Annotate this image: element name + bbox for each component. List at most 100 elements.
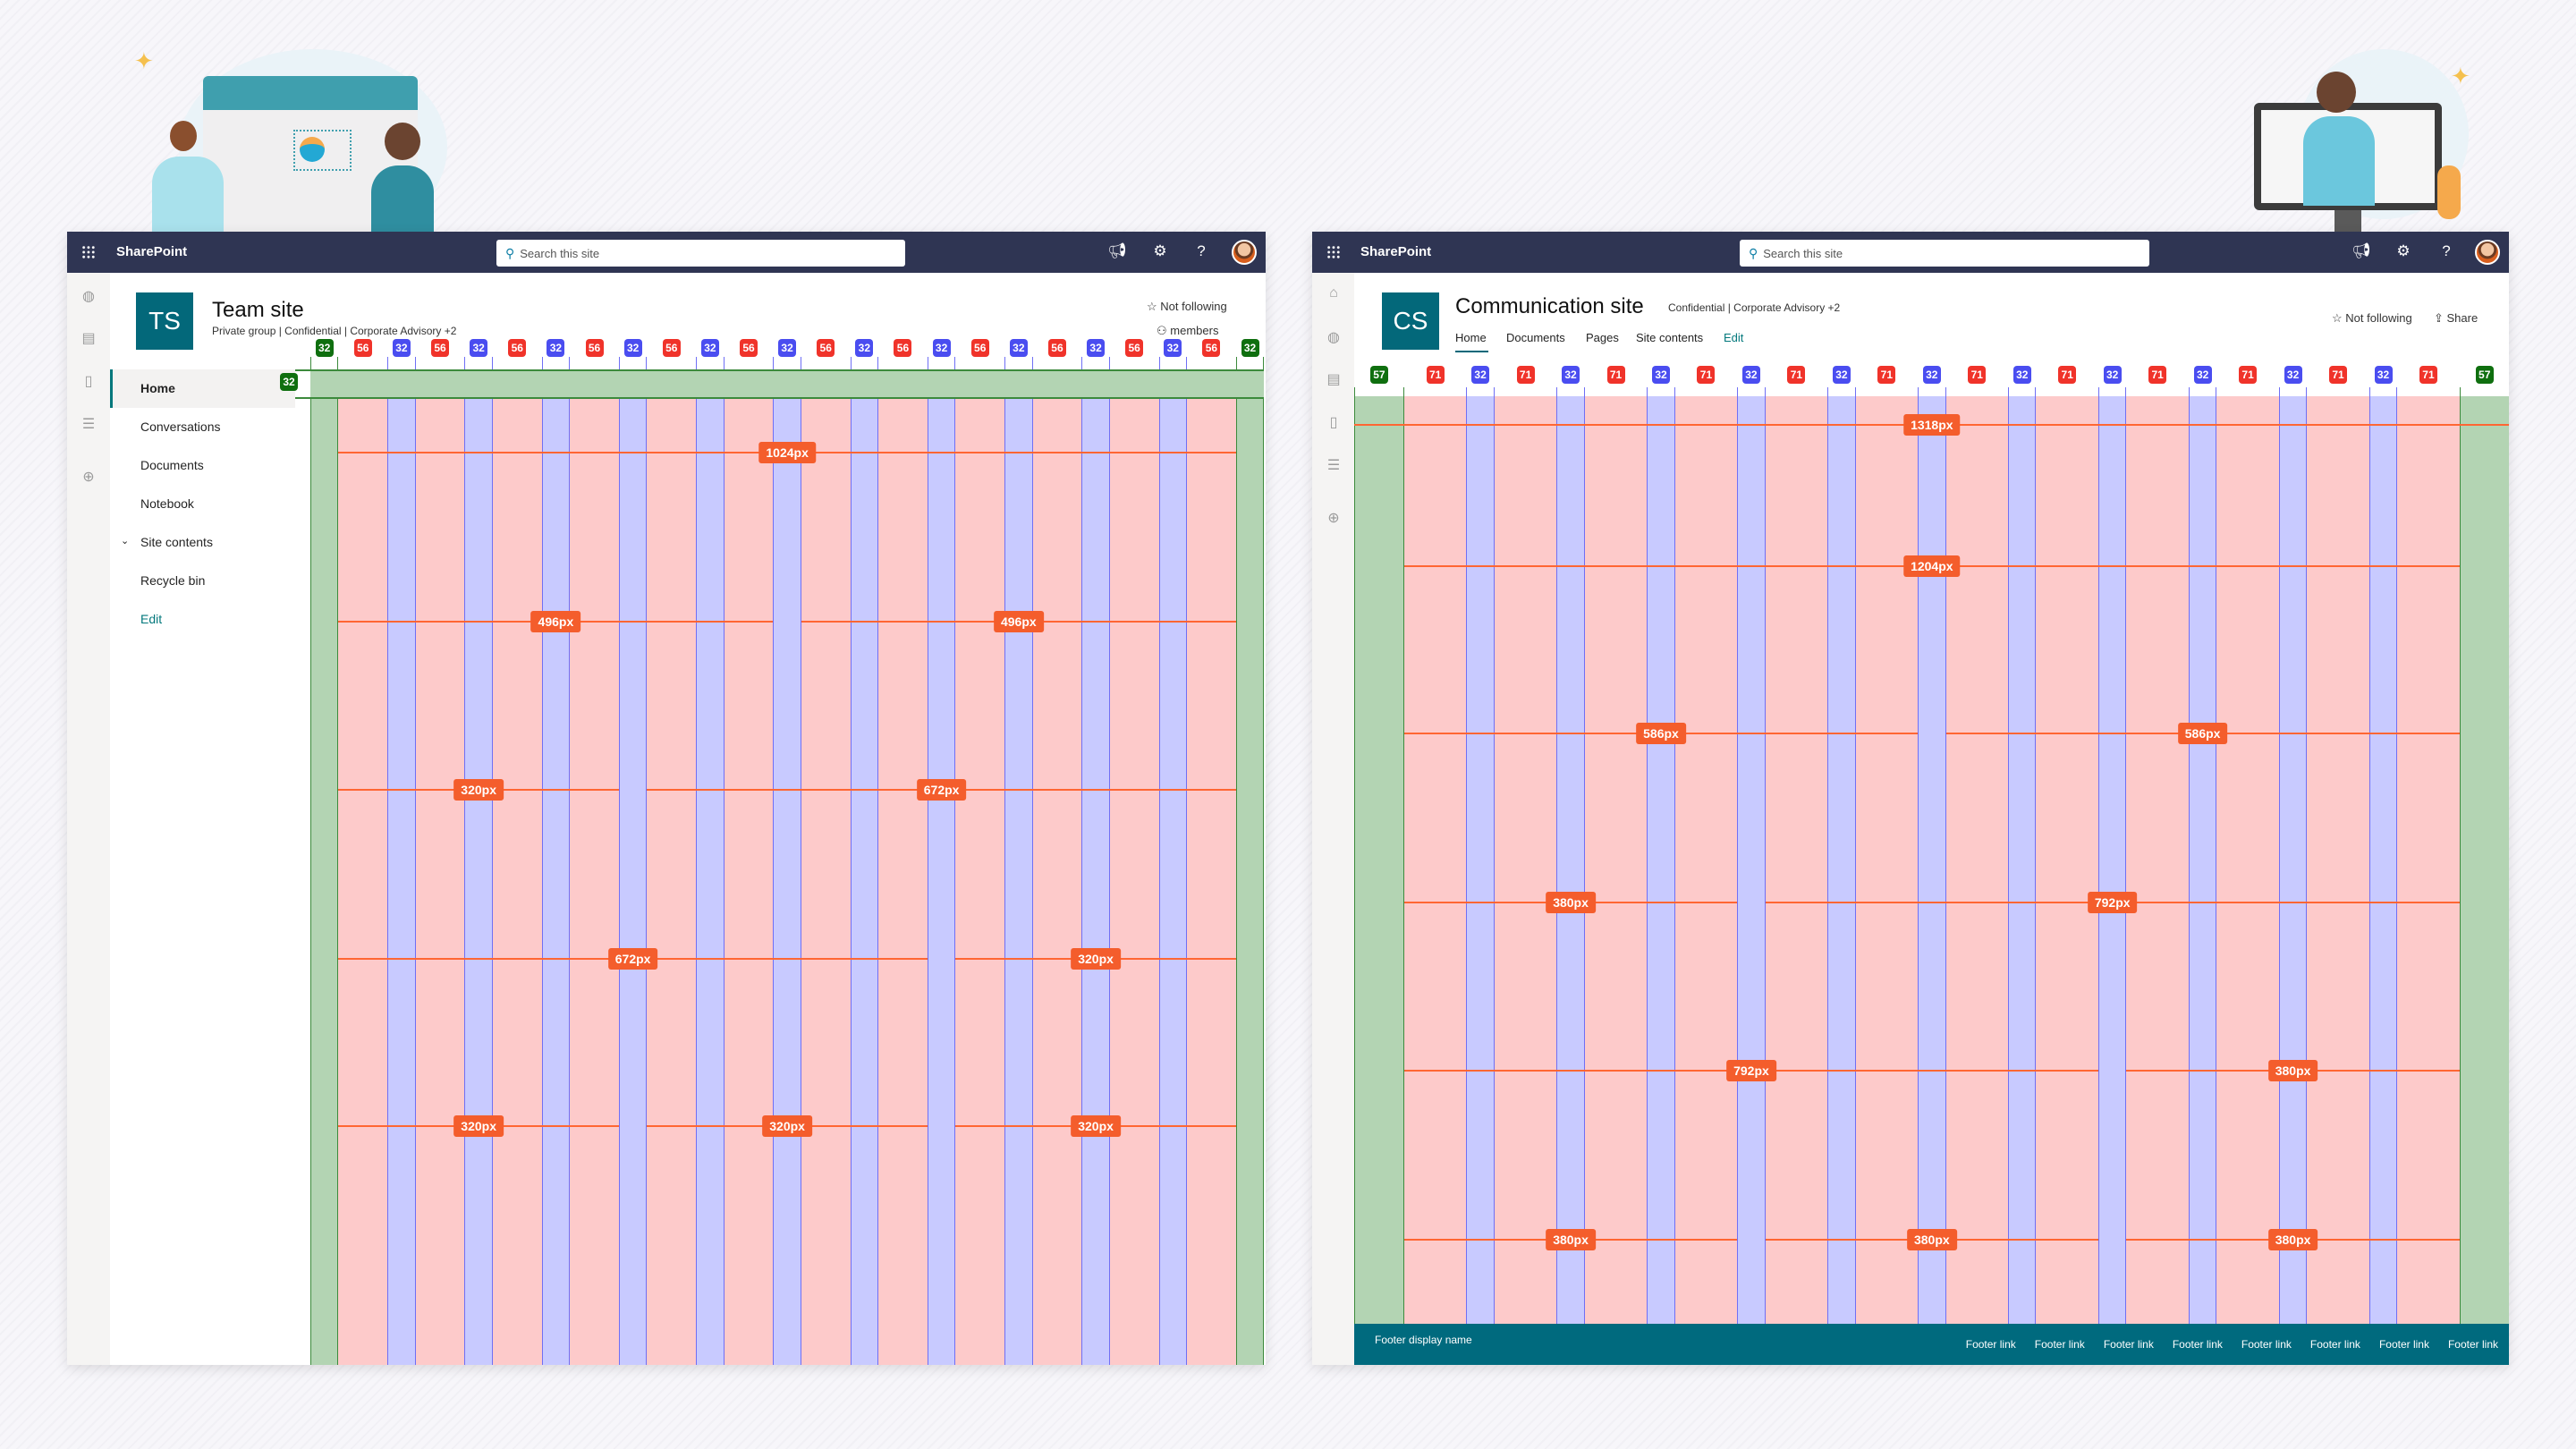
chevron-down-icon[interactable]: ⌄ [121,536,130,547]
list-icon[interactable]: ☰ [1326,458,1341,473]
section-width-label: 320px [453,779,504,801]
grid-gutter-badge: 32 [2012,366,2031,384]
help-icon[interactable]: ? [1197,242,1206,259]
nav-item-recycle-bin[interactable]: Recycle bin [140,573,206,588]
nav-item-documents[interactable]: Documents [140,458,204,472]
footer-link[interactable]: Footer link [2103,1338,2154,1351]
grid-line [850,357,852,1365]
person-icon: ⚇ [1157,324,1171,337]
site-meta: Confidential | Corporate Advisory +2 [1668,301,1841,314]
grid-column [2126,396,2189,1324]
footer-link[interactable]: Footer link [2378,1338,2429,1351]
grid-gutter-badge: 32 [1087,339,1106,357]
grid-column [1855,396,1919,1324]
grid-gutter-badge: 32 [1471,366,1490,384]
footer-link[interactable]: Footer link [1965,1338,2016,1351]
grid-column-badge: 56 [1125,339,1144,357]
search-input[interactable]: ⚲ Search this site [1740,240,2149,267]
share-label: Share [2446,311,2479,325]
nav-item-notebook[interactable]: Notebook [140,496,194,511]
grid-gutter [696,397,724,1365]
grid-gutter-badge: 32 [1009,339,1028,357]
site-footer: Footer display name Footer link Footer l… [1354,1324,2509,1365]
share-icon: ⇪ [2434,311,2447,325]
grid-line [1466,387,1468,1324]
section-width-label: 380px [1546,1229,1596,1250]
list-icon[interactable]: ☰ [81,417,96,432]
section-width-label: 672px [607,948,658,970]
grid-margin-badge: 32 [315,339,334,357]
section-width-label: 586px [1636,723,1686,744]
news-icon[interactable]: ▤ [1326,372,1341,387]
gear-icon[interactable]: ⚙ [2396,242,2411,259]
grid-line [2035,387,2037,1324]
app-name[interactable]: SharePoint [1360,244,1432,259]
help-icon[interactable]: ? [2442,242,2451,259]
app-launcher-icon[interactable] [81,245,96,259]
nav-item-site-contents[interactable]: Site contents [1636,331,1704,344]
nav-item-conversations[interactable]: Conversations [140,419,221,434]
nav-edit-link[interactable]: Edit [1724,331,1744,344]
section-width-label: 496px [993,611,1044,632]
footer-link[interactable]: Footer link [2241,1338,2292,1351]
grid-column-badge: 56 [1202,339,1221,357]
grid-column-badge: 56 [431,339,450,357]
grid-line [2306,387,2308,1324]
nav-item-pages[interactable]: Pages [1586,331,1619,344]
section-width-label: 496px [530,611,581,632]
app-name[interactable]: SharePoint [116,244,188,259]
footer-links: Footer link Footer link Footer link Foot… [1966,1338,2498,1351]
follow-label: Not following [2345,311,2412,325]
news-icon[interactable]: ▤ [81,331,96,346]
site-title[interactable]: Team site [212,298,304,322]
file-icon[interactable]: ▯ [84,374,93,389]
app-bar: ⌂ ◍ ▤ ▯ ☰ ⊕ [1312,273,1354,1365]
footer-link[interactable]: Footer link [2447,1338,2498,1351]
globe-icon[interactable]: ◍ [82,289,95,304]
grid-gutter-badge: 32 [2374,366,2393,384]
gear-icon[interactable]: ⚙ [1153,242,1167,259]
share-button[interactable]: ⇪ Share [2434,312,2478,325]
members-button[interactable]: ⚇ members [1157,325,1218,337]
follow-button[interactable]: ☆ Not following [2332,312,2412,325]
header-band-badge: 32 [280,373,298,391]
file-icon[interactable]: ▯ [1329,415,1338,430]
site-title[interactable]: Communication site [1455,294,1644,318]
nav-item-documents[interactable]: Documents [1506,331,1565,344]
nav-item-home[interactable]: Home [1455,331,1487,344]
grid-line [1402,387,1404,1324]
app-launcher-icon[interactable] [1326,245,1341,259]
grid-column-badge: 71 [2419,366,2437,384]
grid-line [1493,387,1495,1324]
avatar[interactable] [2475,240,2500,265]
grid-column-badge: 71 [1787,366,1806,384]
grid-line [646,357,648,1365]
megaphone-icon[interactable]: 📢︎ [2351,242,2371,259]
grid-line [1354,387,1355,1324]
grid-column-badge: 56 [585,339,604,357]
grid-line [310,357,311,1365]
grid-line [2008,387,2010,1324]
avatar[interactable] [1232,240,1257,265]
grid-gutter-badge: 32 [547,339,565,357]
add-icon[interactable]: ⊕ [82,470,95,485]
grid-line [773,357,775,1365]
footer-link[interactable]: Footer link [2172,1338,2223,1351]
home-icon[interactable]: ⌂ [1329,285,1338,301]
nav-edit-link[interactable]: Edit [140,612,163,626]
follow-button[interactable]: ☆ Not following [1147,301,1227,313]
grid-gutter-badge: 32 [392,339,411,357]
footer-link[interactable]: Footer link [2309,1338,2360,1351]
grid-margin [310,397,339,1365]
footer-link[interactable]: Footer link [2034,1338,2085,1351]
megaphone-icon[interactable]: 📢︎ [1107,242,1127,259]
nav-selected-highlight [110,369,295,408]
add-icon[interactable]: ⊕ [1327,511,1340,526]
grid-column-badge: 56 [817,339,835,357]
nav-item-site-contents[interactable]: Site contents [140,535,213,549]
grid-line [618,357,620,1365]
search-input[interactable]: ⚲ Search this site [496,240,905,267]
nav-item-home[interactable]: Home [140,381,175,395]
section-width-label: 1318px [1903,414,1961,436]
globe-icon[interactable]: ◍ [1327,330,1340,345]
